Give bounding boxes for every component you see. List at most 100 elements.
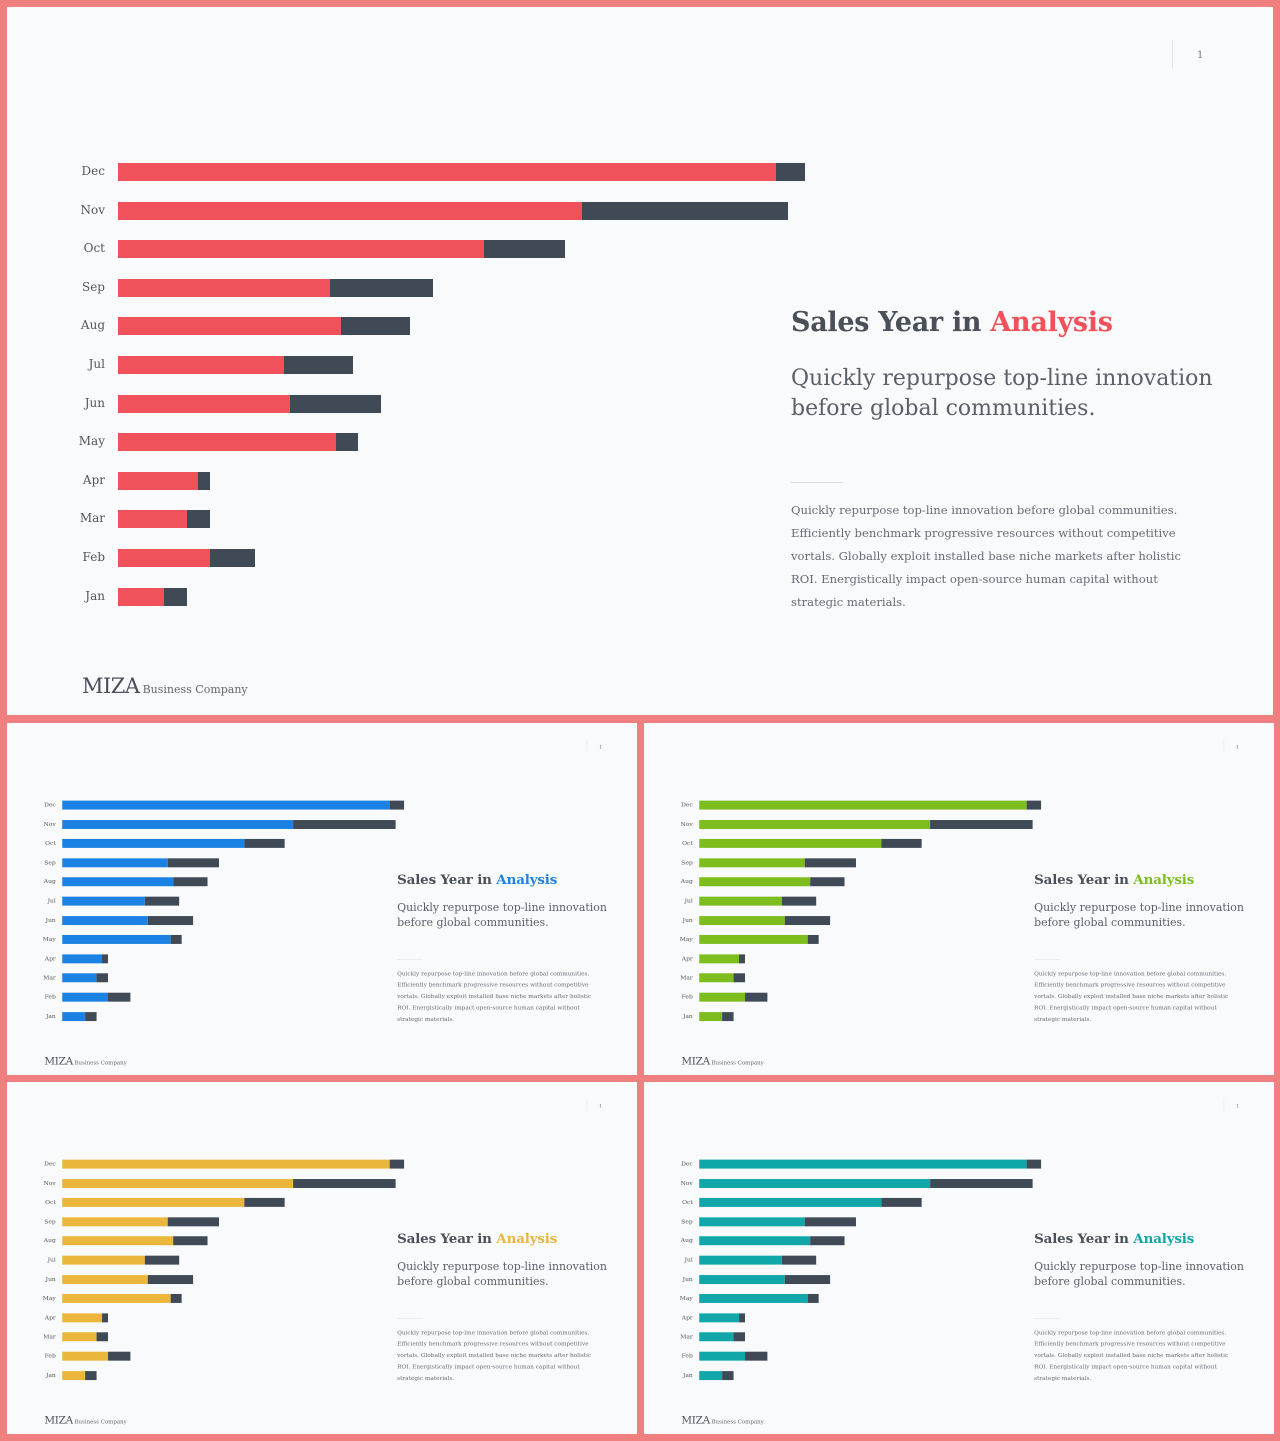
month-label-jun: Jun <box>84 395 105 410</box>
page-number: 1 <box>599 1103 603 1109</box>
slide-title: Sales Year in Analysis <box>397 1231 557 1246</box>
bar-jan-series-2 <box>85 1370 97 1380</box>
bar-may-series-2 <box>807 935 819 945</box>
bar-sep-series-1 <box>699 858 805 868</box>
bar-feb-series-1 <box>699 992 745 1002</box>
page-number: 1 <box>599 744 603 750</box>
bar-mar-series-1 <box>699 973 734 983</box>
bar-jul-series-1 <box>699 1255 782 1265</box>
logo-sub: Business Company <box>142 683 248 696</box>
month-label-sep: Sep <box>81 279 105 294</box>
month-label-dec: Dec <box>44 801 56 809</box>
bar-jun-series-1 <box>699 915 785 925</box>
bar-jan-series-1 <box>62 1011 86 1021</box>
bar-feb-series-1 <box>62 992 108 1002</box>
slide-title: Sales Year in Analysis <box>1034 872 1194 887</box>
month-label-sep: Sep <box>44 858 56 866</box>
title-prefix: Sales Year in <box>397 872 497 888</box>
month-label-may: May <box>42 935 56 943</box>
month-label-oct: Oct <box>682 839 693 847</box>
bar-mar-series-2 <box>186 510 210 529</box>
month-label-oct: Oct <box>45 1198 56 1206</box>
slide-red: 1 Dec Nov Oct Sep Aug Jul Jun May Apr Mar Feb Jan S… <box>7 7 1273 715</box>
bar-jun-series-1 <box>62 1274 148 1284</box>
month-label-apr: Apr <box>44 1313 56 1321</box>
bar-jun-series-1 <box>118 394 290 413</box>
bar-aug-series-2 <box>173 877 208 887</box>
bar-sep-series-2 <box>329 278 433 297</box>
month-label-aug: Aug <box>43 1236 56 1244</box>
body-text: Quickly repurpose top-line innovation be… <box>1034 1328 1229 1382</box>
bar-jul-series-2 <box>284 356 353 374</box>
stacked-bar-chart: Dec Nov Oct Sep Aug Jul Jun May Apr Mar Feb Jan <box>7 1082 405 1400</box>
slide-subtitle: Quickly repurpose top-line innovation be… <box>397 1260 607 1289</box>
company-logo: MIZABusiness Company <box>681 1055 763 1067</box>
bar-feb-series-2 <box>209 549 256 567</box>
month-label-mar: Mar <box>680 1332 693 1340</box>
title-prefix: Sales Year in <box>1034 1231 1134 1247</box>
month-label-aug: Aug <box>80 318 105 333</box>
slide-content: 1 Dec Nov Oct Sep Aug Jul Jun May Apr Mar Feb Jan S… <box>644 1082 1274 1434</box>
bar-oct-series-2 <box>881 839 922 848</box>
month-label-mar: Mar <box>680 973 693 981</box>
bar-mar-series-1 <box>62 1332 97 1342</box>
bar-aug-series-1 <box>62 1236 174 1246</box>
month-label-jan: Jan <box>682 1371 693 1379</box>
bar-dec-series-2 <box>1026 800 1042 810</box>
slide-content: 1 Dec Nov Oct Sep Aug Jul Jun May Apr Mar Feb Jan S… <box>7 7 1273 715</box>
logo-main: MIZA <box>44 1054 73 1067</box>
bar-jan-series-2 <box>722 1011 734 1021</box>
bar-dec-series-1 <box>699 800 1027 810</box>
bar-jul-series-1 <box>118 356 285 374</box>
slide-title: Sales Year in Analysis <box>791 307 1113 338</box>
month-label-jun: Jun <box>682 1275 693 1283</box>
slide-subtitle: Quickly repurpose top-line innovation be… <box>1034 1260 1244 1289</box>
bar-oct-series-1 <box>62 839 245 848</box>
month-label-oct: Oct <box>45 839 56 847</box>
bar-aug-series-2 <box>173 1236 208 1246</box>
bar-nov-series-1 <box>62 1178 293 1188</box>
slide-content: 1 Dec Nov Oct Sep Aug Jul Jun May Apr Mar Feb Jan S… <box>7 723 637 1075</box>
month-label-apr: Apr <box>44 954 56 962</box>
bar-oct-series-2 <box>244 839 285 848</box>
month-label-jul: Jul <box>684 1256 693 1264</box>
bar-apr-series-2 <box>739 954 745 964</box>
slide-subtitle: Quickly repurpose top-line innovation be… <box>1034 901 1244 930</box>
month-label-may: May <box>679 935 693 943</box>
bar-nov-series-2 <box>929 1178 1033 1188</box>
bar-dec-series-2 <box>389 1159 405 1169</box>
bar-jul-series-2 <box>781 1255 817 1265</box>
bar-dec-series-1 <box>118 163 777 181</box>
page-number-box: 1 <box>1172 40 1222 68</box>
logo-main: MIZA <box>44 1413 73 1426</box>
bar-jul-series-1 <box>62 1255 145 1265</box>
bar-jun-series-2 <box>784 915 831 925</box>
company-logo: MIZABusiness Company <box>44 1055 126 1067</box>
bar-nov-series-2 <box>292 819 396 829</box>
month-label-mar: Mar <box>43 1332 56 1340</box>
bar-jan-series-1 <box>62 1370 86 1380</box>
bar-may-series-2 <box>807 1294 819 1304</box>
slide-green: 1 Dec Nov Oct Sep Aug Jul Jun May Apr Mar Feb Jan S… <box>644 723 1274 1075</box>
page-number-box: 1 <box>1223 739 1249 754</box>
bar-jan-series-1 <box>699 1011 723 1021</box>
logo-sub: Business Company <box>711 1418 764 1425</box>
month-label-apr: Apr <box>82 472 105 487</box>
bar-nov-series-2 <box>581 201 788 220</box>
bar-oct-series-1 <box>699 839 882 848</box>
company-logo: MIZABusiness Company <box>681 1414 763 1426</box>
month-label-nov: Nov <box>43 820 56 828</box>
bar-apr-series-2 <box>739 1313 745 1323</box>
body-text: Quickly repurpose top-line innovation be… <box>397 1328 592 1382</box>
bar-aug-series-2 <box>810 1236 845 1246</box>
page-number: 1 <box>1197 50 1204 61</box>
bar-may-series-1 <box>699 935 808 945</box>
month-label-jan: Jan <box>45 1012 56 1020</box>
bar-sep-series-2 <box>167 858 219 868</box>
bar-may-series-1 <box>118 433 336 452</box>
title-accent: Analysis <box>990 307 1113 338</box>
bar-sep-series-1 <box>62 858 168 868</box>
bar-dec-series-1 <box>699 1159 1027 1169</box>
month-label-apr: Apr <box>681 954 693 962</box>
